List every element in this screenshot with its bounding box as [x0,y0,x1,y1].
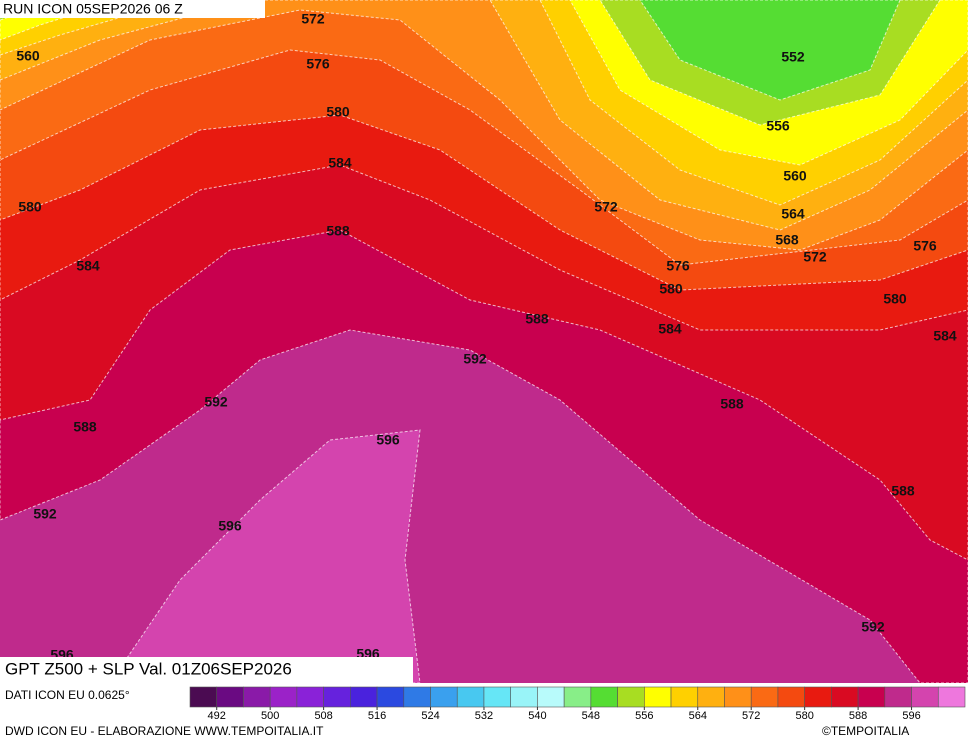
color-swatch [617,686,645,708]
contour-label: 576 [913,238,937,254]
tick-label: 580 [795,710,813,722]
contour-label: 588 [891,483,915,499]
tick-label: 564 [689,710,707,722]
contour-label: 584 [658,321,682,337]
credit: DWD ICON EU - ELABORAZIONE WWW.TEMPOITAL… [5,724,324,738]
color-swatch [269,686,298,708]
color-swatch [430,686,458,708]
contour-label: 588 [720,396,744,412]
contour-label: 560 [16,48,40,64]
tick-label: 500 [261,710,279,722]
contour-label: 584 [933,328,957,344]
contour-label: 580 [659,281,683,297]
contour-label: 560 [783,168,807,184]
map-title: GPT Z500 + SLP Val. 01Z06SEP2026 [5,659,292,678]
color-swatch [724,686,752,708]
band [639,0,901,101]
color-swatch [937,686,966,708]
color-swatch [216,686,244,708]
contour-label: 584 [76,258,100,274]
contour-labels: 5725765805845885605805845525565605645685… [16,11,957,663]
tick-label: 508 [314,710,332,722]
color-swatch [189,686,218,708]
contour-label: 572 [803,249,827,265]
contour-label: 572 [301,11,325,27]
band [109,429,421,684]
color-swatch [403,686,431,708]
color-swatch [804,686,832,708]
color-swatch [376,686,405,708]
contour-label: 576 [666,258,690,274]
color-swatch [831,686,859,708]
color-swatch [644,686,672,708]
contour-label: 588 [525,311,549,327]
color-swatch [243,686,271,708]
run-label: RUN ICON 05SEP2026 06 Z [3,1,183,17]
tick-label: 492 [208,710,226,722]
geopotential-bands [0,0,968,684]
contour-label: 572 [594,199,618,215]
color-swatch [777,686,805,708]
contour-label: 552 [781,49,805,65]
contour-label: 564 [781,206,805,222]
contour-label: 596 [376,432,400,448]
contour-label: 580 [883,291,907,307]
tick-label: 540 [528,710,546,722]
contour-label: 576 [306,56,330,72]
contour-label: 592 [463,351,487,367]
color-swatch [510,686,538,708]
color-swatch [323,686,351,708]
contour-label: 556 [766,118,790,134]
tick-label: 532 [475,710,493,722]
color-swatch [350,686,378,708]
contour-label: 580 [18,199,42,215]
tick-label: 556 [635,710,653,722]
color-swatch [697,686,725,708]
contour-label: 592 [33,506,57,522]
tick-label: 572 [742,710,760,722]
tick-label: 588 [849,710,867,722]
contour-label: 592 [861,619,885,635]
run-box [0,0,265,18]
color-swatch [483,686,511,708]
tick-label: 516 [368,710,386,722]
contour-label: 568 [775,232,799,248]
contour-label: 588 [73,419,97,435]
color-swatch [750,686,779,708]
contour-label: 592 [204,394,228,410]
color-swatch [296,686,324,708]
color-swatch [537,686,565,708]
color-swatch [590,686,618,708]
brand: ©TEMPOITALIA [822,724,909,738]
data-source: DATI ICON EU 0.0625° [5,688,130,702]
tick-label: 524 [421,710,439,722]
title-box [0,657,413,683]
contour-label: 596 [218,518,242,534]
color-swatch [857,686,886,708]
tick-label: 596 [902,710,920,722]
color-swatch [563,686,592,708]
color-swatch [884,686,912,708]
tick-label: 548 [582,710,600,722]
colorbar: 492 500 508 516 524 532 540 548 556 564 572 580 588 5… [189,686,966,722]
contour-label: 580 [326,104,350,120]
contour-label: 588 [326,223,350,239]
color-swatch [911,686,939,708]
color-swatch [670,686,699,708]
contour-label: 584 [328,155,352,171]
color-swatch [456,686,485,708]
